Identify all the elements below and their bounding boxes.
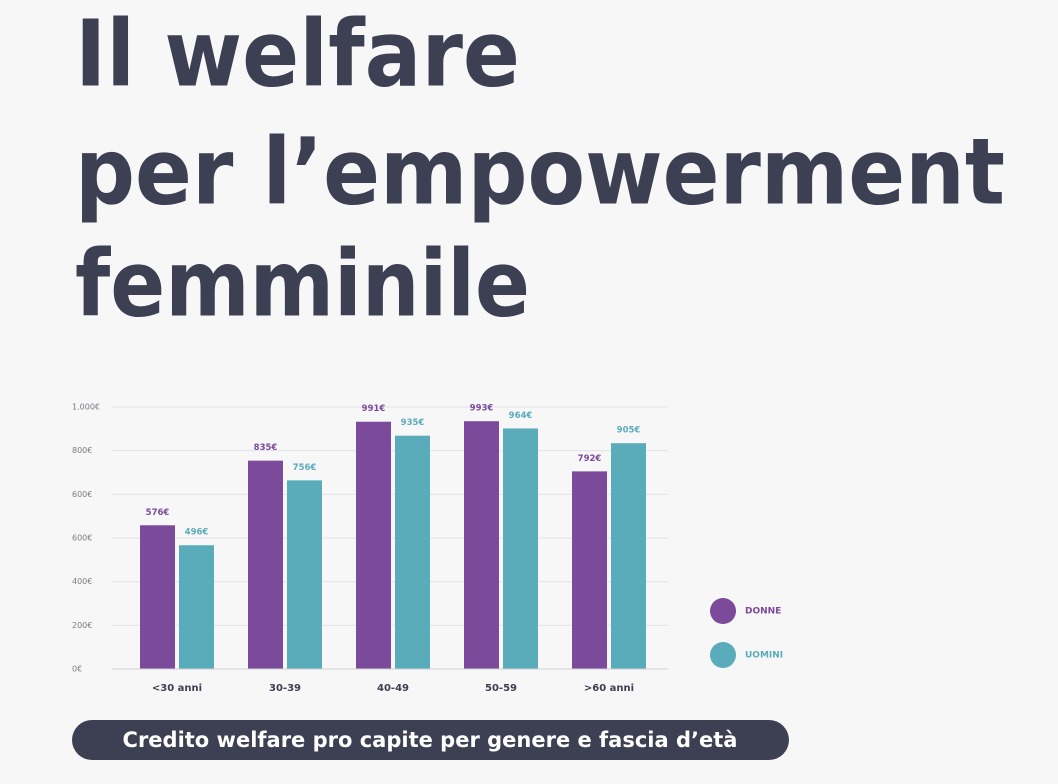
caption-pill [72, 720, 789, 760]
x-tick-label: 40-49 [377, 683, 409, 694]
value-label: 991€ [362, 404, 386, 414]
bar [611, 443, 646, 669]
bar [287, 480, 322, 669]
legend-swatch [710, 642, 736, 668]
x-tick-label: 30-39 [269, 683, 301, 694]
value-label: 905€ [617, 426, 641, 436]
value-label: 576€ [146, 508, 170, 518]
x-tick-label: 50-59 [485, 683, 517, 694]
value-label: 496€ [185, 528, 209, 538]
value-label: 964€ [509, 411, 533, 421]
bar [248, 460, 283, 669]
x-tick-label: >60 anni [584, 683, 634, 694]
bar [140, 525, 175, 669]
y-tick-label: 0€ [72, 665, 82, 674]
x-tick-label: <30 anni [152, 683, 202, 694]
bar [395, 435, 430, 669]
title-line: per l’empowerment [75, 118, 1005, 225]
value-label: 792€ [578, 454, 602, 464]
value-label: 935€ [401, 418, 425, 428]
y-tick-label: 200€ [72, 621, 92, 630]
bar [464, 421, 499, 669]
caption: Credito welfare pro capite per genere e … [123, 728, 738, 752]
value-label: 756€ [293, 463, 317, 473]
y-tick-label: 600€ [72, 490, 92, 499]
bar [179, 545, 214, 669]
value-label: 835€ [254, 443, 278, 453]
legend-label: DONNE [745, 607, 781, 617]
title-line: Il welfare [75, 0, 520, 107]
value-label: 993€ [470, 404, 494, 414]
legend-label: UOMINI [745, 651, 783, 661]
bar [572, 471, 607, 669]
y-tick-label: 600€ [72, 534, 92, 543]
bar [503, 428, 538, 669]
title-line: femminile [75, 230, 530, 337]
y-tick-label: 400€ [72, 577, 92, 586]
legend-swatch [710, 598, 736, 624]
y-tick-label: 800€ [72, 446, 92, 455]
bar [356, 421, 391, 669]
y-tick-label: 1.000€ [72, 403, 100, 412]
